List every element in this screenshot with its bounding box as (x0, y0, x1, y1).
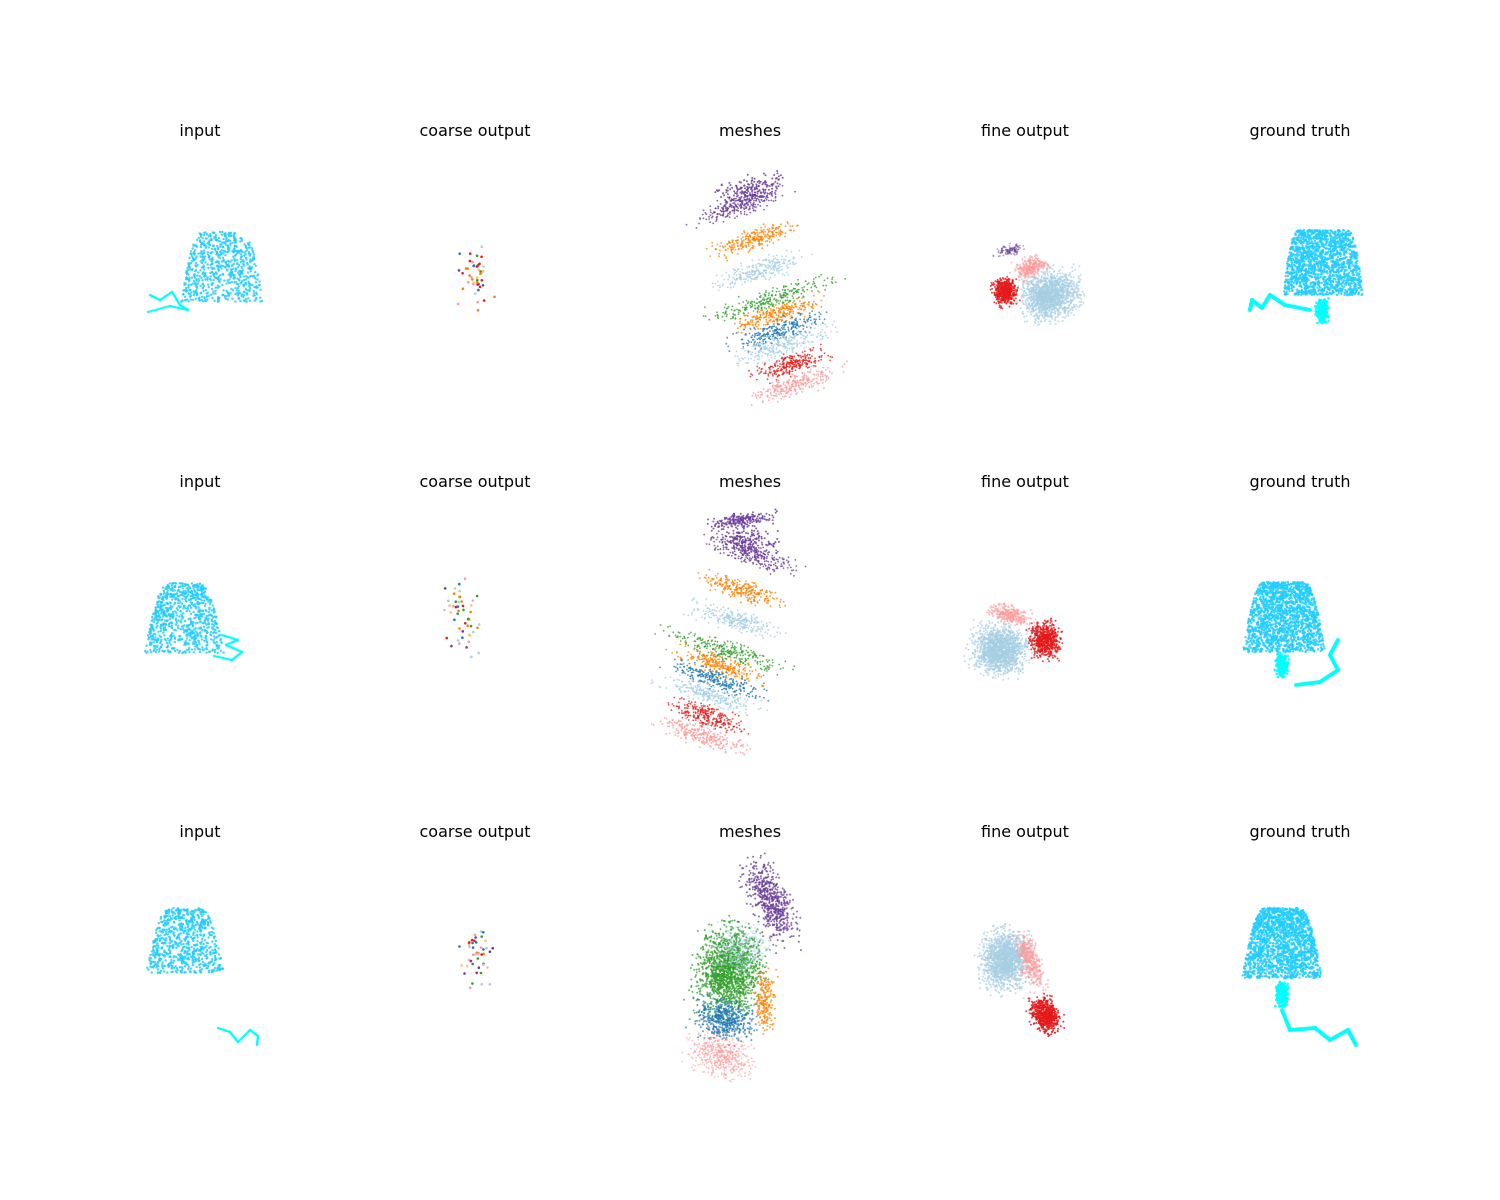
panel-title-meshes: meshes (630, 822, 870, 842)
panel-title-ground-truth: ground truth (1180, 472, 1420, 492)
panel-title-fine-output: fine output (905, 472, 1145, 492)
panel-title-coarse-output: coarse output (355, 472, 595, 492)
panel-title-ground-truth: ground truth (1180, 121, 1420, 141)
meshes-point-cloud (650, 508, 807, 756)
fine-output-point-cloud (989, 242, 1086, 326)
panel-title-meshes: meshes (630, 472, 870, 492)
ground-truth-point-cloud (1241, 906, 1358, 1047)
fine-output-point-cloud (973, 922, 1066, 1038)
panel-title-input: input (80, 472, 320, 492)
meshes-point-cloud (685, 170, 848, 407)
ground-truth-point-cloud (1248, 228, 1364, 325)
panel-title-input: input (80, 121, 320, 141)
panel-title-fine-output: fine output (905, 121, 1145, 141)
panel-title-input: input (80, 822, 320, 842)
input-point-cloud (144, 581, 244, 662)
input-point-cloud (146, 230, 263, 314)
meshes-point-cloud (681, 852, 802, 1083)
panel-title-ground-truth: ground truth (1180, 822, 1420, 842)
ground-truth-point-cloud (1242, 580, 1340, 687)
panel-title-meshes: meshes (630, 121, 870, 141)
panel-title-coarse-output: coarse output (355, 822, 595, 842)
input-point-cloud (146, 906, 260, 1047)
panel-title-coarse-output: coarse output (355, 121, 595, 141)
coarse-output-point-cloud (456, 245, 496, 312)
coarse-output-point-cloud (458, 930, 495, 990)
fine-output-point-cloud (963, 602, 1064, 681)
panel-title-fine-output: fine output (905, 822, 1145, 842)
coarse-output-point-cloud (443, 577, 481, 659)
